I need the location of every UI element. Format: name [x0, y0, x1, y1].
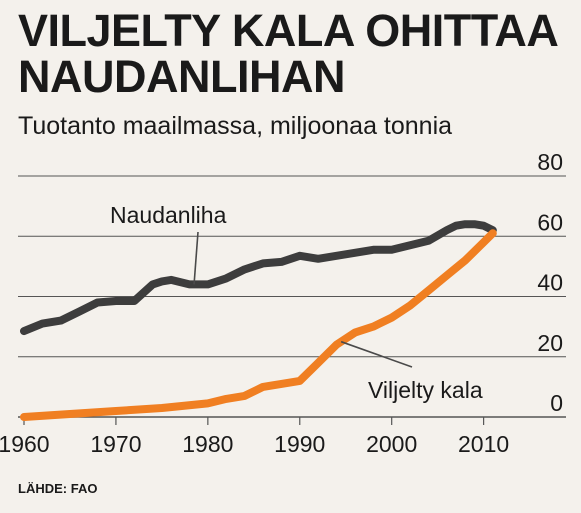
x-tick-label: 1990 — [274, 431, 325, 457]
y-tick-label: 60 — [537, 209, 563, 235]
series-lines — [20, 220, 497, 421]
x-tick-label: 1980 — [182, 431, 233, 457]
chart-subtitle: Tuotanto maailmassa, miljoonaa tonnia — [18, 112, 453, 140]
x-tick-label: 1970 — [90, 431, 141, 457]
x-tick-label: 2000 — [366, 431, 417, 457]
annotations: Naudanliha Viljelty kala — [110, 202, 483, 403]
y-tick-label: 80 — [537, 149, 563, 175]
x-axis-ticks: 1960 1970 1980 1990 2000 2010 — [0, 417, 509, 457]
series-line-viljelty-kala — [20, 229, 497, 421]
series-annotation: Naudanliha — [110, 202, 227, 228]
y-tick-label: 40 — [537, 270, 563, 296]
annotation-leader — [193, 231, 199, 285]
y-tick-label: 0 — [550, 390, 563, 416]
x-tick-label: 1960 — [0, 431, 50, 457]
gridlines — [18, 175, 566, 418]
source-note: LÄHDE: FAO — [18, 481, 98, 496]
y-axis-ticks: 0 20 40 60 80 — [537, 149, 563, 416]
annotation-leader — [340, 340, 413, 368]
series-line-naudanliha — [20, 220, 497, 336]
y-tick-label: 20 — [537, 330, 563, 356]
series-annotation: Viljelty kala — [368, 377, 483, 403]
x-tick-label: 2010 — [458, 431, 509, 457]
chart-title: VILJELTY KALA OHITTAA NAUDANLIHAN — [18, 5, 557, 102]
